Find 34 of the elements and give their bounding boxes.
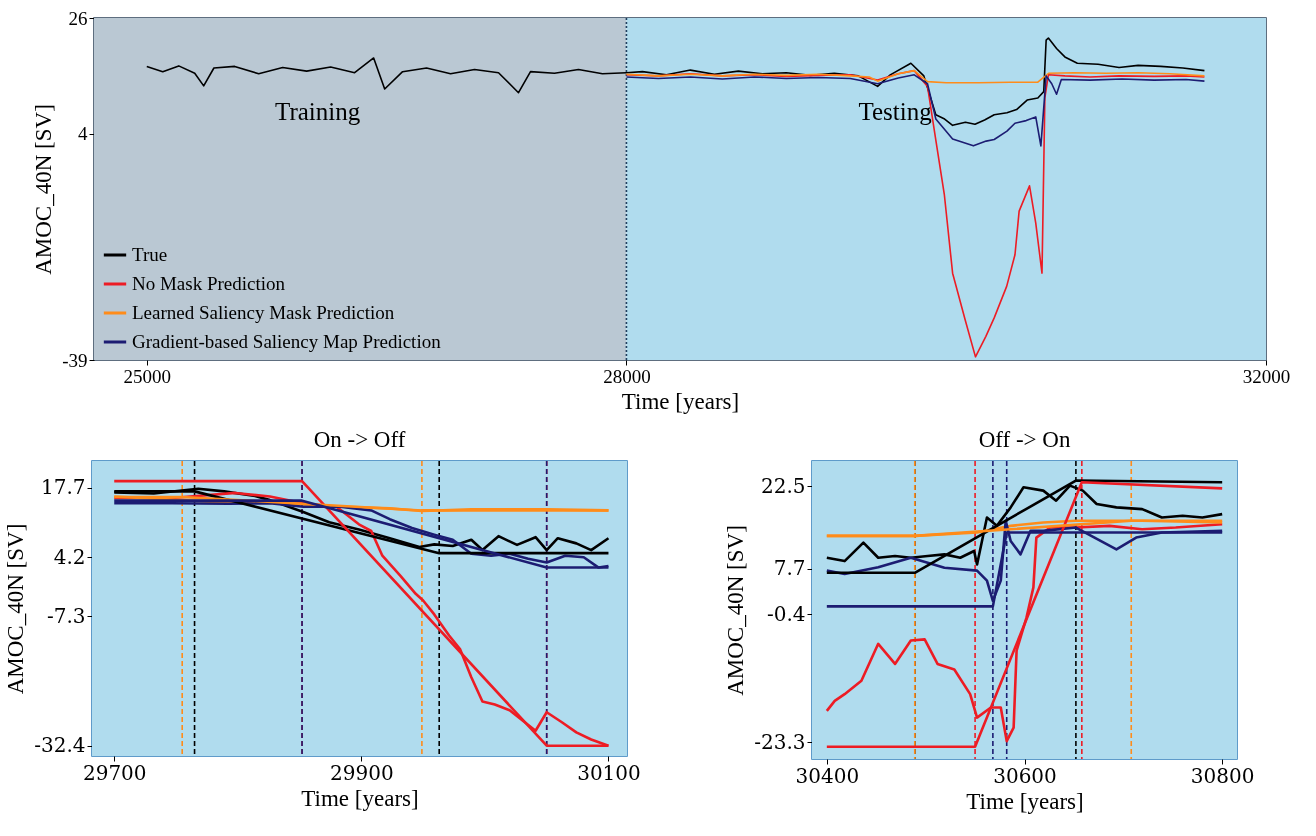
legend-label: Learned Saliency Mask Prediction bbox=[132, 302, 395, 323]
y-tick-label: -39 bbox=[62, 349, 88, 371]
x-axis-title: Time [years] bbox=[621, 388, 740, 414]
band-label: Training bbox=[275, 98, 361, 126]
y-tick-label: -32.4 bbox=[34, 733, 86, 758]
x-axis-title: Time [years] bbox=[966, 788, 1084, 814]
y-tick-label: -0.4 bbox=[766, 601, 806, 626]
y-axis-title: AMOC_40N [SV] bbox=[723, 525, 749, 696]
x-tick-label: 32000 bbox=[1242, 365, 1291, 387]
x-tick-label: 25000 bbox=[123, 365, 172, 387]
y-tick-label: 4 bbox=[78, 123, 88, 145]
x-axis-title: Time [years] bbox=[301, 785, 419, 811]
chart-title: Off -> On bbox=[978, 427, 1071, 453]
y-tick-label: 17.7 bbox=[40, 475, 86, 500]
legend-label: Gradient-based Saliency Map Prediction bbox=[132, 331, 442, 352]
legend-label: No Mask Prediction bbox=[132, 273, 286, 294]
y-tick-label: 4.2 bbox=[53, 544, 86, 569]
y-axis-title: AMOC_40N [SV] bbox=[31, 104, 57, 275]
y-tick-label: 7.7 bbox=[773, 556, 806, 581]
x-tick-label: 29700 bbox=[82, 760, 147, 785]
y-axis-title: AMOC_40N [SV] bbox=[3, 523, 29, 695]
y-tick-label: -23.3 bbox=[754, 729, 806, 754]
x-tick-label: 28000 bbox=[603, 365, 651, 387]
x-tick-label: 30400 bbox=[795, 763, 860, 788]
x-tick-label: 29900 bbox=[330, 760, 394, 785]
x-tick-label: 30600 bbox=[993, 763, 1057, 788]
y-tick-label: 22.5 bbox=[760, 473, 806, 498]
y-tick-label: 26 bbox=[68, 7, 88, 29]
x-tick-label: 30800 bbox=[1190, 763, 1255, 788]
band-label: Testing bbox=[858, 98, 933, 126]
y-tick-label: -7.3 bbox=[46, 603, 86, 628]
chart-title: On -> Off bbox=[313, 427, 406, 453]
x-tick-label: 30100 bbox=[577, 760, 641, 785]
legend-label: True bbox=[132, 244, 168, 265]
